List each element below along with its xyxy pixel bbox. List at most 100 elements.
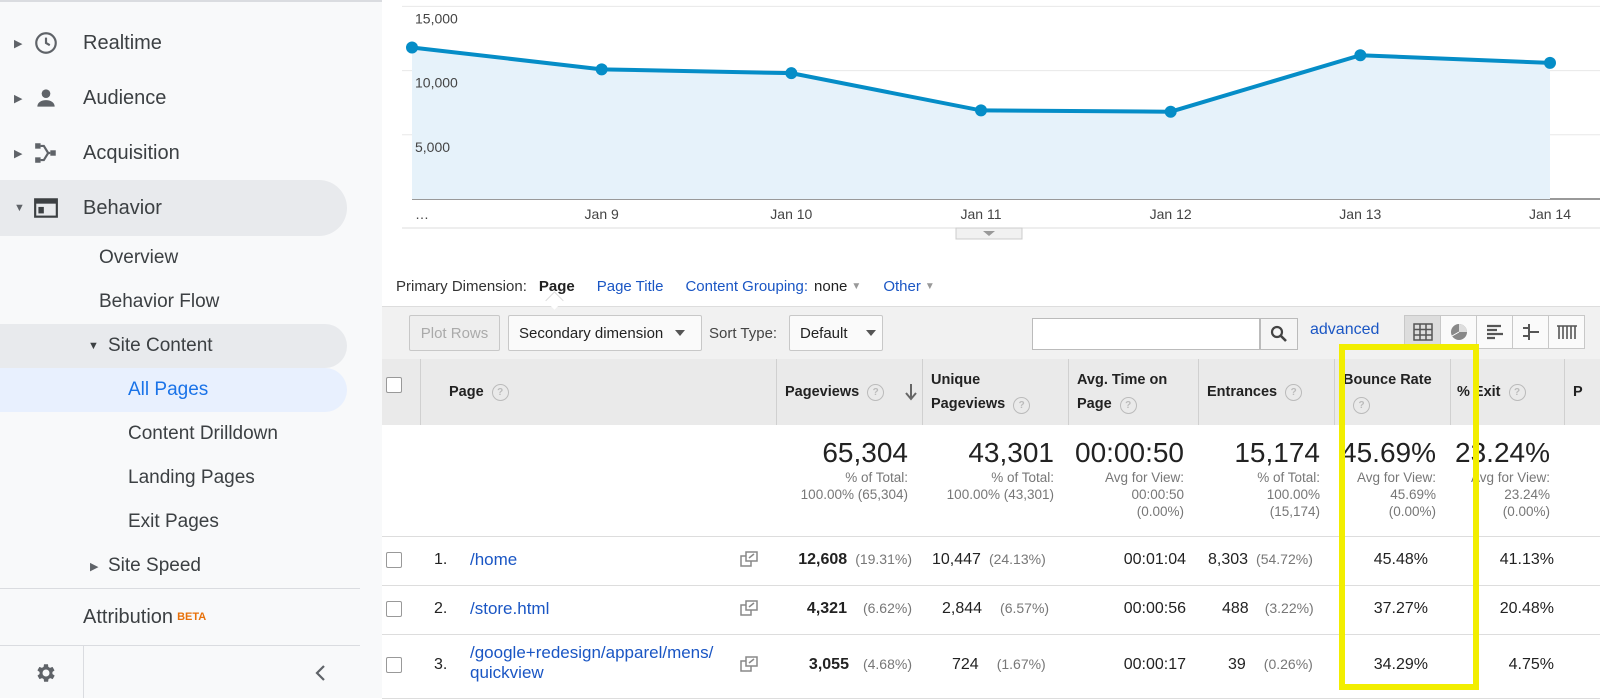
chevron-down-icon[interactable]: ▼ — [851, 280, 862, 292]
comparison-view-button[interactable] — [1512, 315, 1549, 349]
sort-type-dropdown[interactable]: Default — [789, 315, 883, 351]
total-caption: 100.00% — [1266, 487, 1320, 502]
column-header-exit[interactable]: % Exit? — [1450, 359, 1564, 425]
help-icon[interactable]: ? — [491, 383, 509, 401]
sidebar-item-behavior-flow[interactable]: Behavior Flow — [99, 280, 219, 324]
total-caption: 45.69% — [1390, 487, 1436, 502]
behavior-icon — [34, 198, 58, 218]
column-header-label: Page — [449, 384, 484, 400]
sidebar-item-behavior[interactable]: ▼ Behavior — [0, 180, 347, 236]
help-icon[interactable]: ? — [1013, 397, 1031, 414]
secondary-dimension-dropdown[interactable]: Secondary dimension — [508, 315, 702, 351]
dimension-page-title-link[interactable]: Page Title — [596, 277, 664, 295]
chart-data-point[interactable] — [406, 41, 418, 54]
pageviews-percent: (19.31%) — [855, 551, 912, 567]
pivot-view-button[interactable] — [1548, 315, 1585, 349]
table-view-button[interactable] — [1404, 315, 1441, 349]
column-header-label: % Exit — [1457, 384, 1501, 400]
sidebar-item-content-drilldown[interactable]: Content Drilldown — [128, 412, 278, 456]
table-search-input[interactable] — [1032, 318, 1260, 350]
collapse-sidebar-icon[interactable] — [312, 663, 330, 683]
total-caption: % of Total: — [845, 470, 908, 485]
sidebar-item-label: Behavior Flow — [99, 291, 220, 312]
caret-right-icon: ▶ — [90, 560, 99, 573]
totals-row: 65,304 % of Total: 100.00% (65,304) 43,3… — [382, 425, 1600, 537]
exit-value: 4.75% — [1508, 656, 1554, 673]
chart-resize-handle[interactable] — [955, 227, 1023, 240]
column-header-bounce-rate[interactable]: Bounce Rate? — [1334, 359, 1450, 425]
help-icon[interactable]: ? — [1119, 397, 1137, 414]
x-tick-label: … — [415, 206, 429, 222]
sort-descending-icon[interactable] — [904, 383, 918, 401]
total-caption: Avg for View: — [1470, 470, 1550, 485]
search-button[interactable] — [1260, 318, 1298, 350]
plot-rows-label: Plot Rows — [420, 324, 489, 342]
bounce-rate-value: 37.27% — [1373, 600, 1428, 617]
open-external-icon[interactable] — [740, 656, 758, 672]
y-tick-label: 10,000 — [415, 75, 458, 91]
help-icon[interactable]: ? — [867, 383, 885, 401]
chart-data-point[interactable] — [1354, 49, 1367, 62]
pie-chart-icon — [1450, 324, 1467, 340]
sidebar-item-site-content[interactable]: ▼ Site Content — [0, 324, 347, 368]
sidebar-item-realtime[interactable]: ▶ Realtime — [0, 15, 347, 71]
performance-view-button[interactable] — [1476, 315, 1513, 349]
help-icon[interactable]: ? — [1285, 383, 1303, 401]
sidebar-item-landing-pages[interactable]: Landing Pages — [128, 456, 255, 500]
open-external-icon[interactable] — [740, 600, 758, 616]
sidebar-item-overview[interactable]: Overview — [99, 236, 178, 280]
chart-data-point[interactable] — [595, 63, 608, 76]
content-grouping-value[interactable]: none — [814, 277, 848, 295]
sidebar-item-audience[interactable]: ▶ Audience — [0, 70, 347, 126]
chevron-down-icon[interactable]: ▼ — [924, 280, 935, 292]
x-tick-label: Jan 10 — [770, 206, 812, 222]
sidebar-item-all-pages[interactable]: All Pages — [0, 368, 347, 412]
total-unique-pageviews: 43,301 % of Total: 100.00% (43,301) — [922, 437, 1068, 503]
column-header-pageviews[interactable]: Pageviews? — [776, 359, 922, 425]
sidebar-item-exit-pages[interactable]: Exit Pages — [128, 500, 219, 544]
help-icon[interactable]: ? — [1353, 397, 1370, 414]
select-all-checkbox[interactable] — [386, 377, 402, 393]
sidebar-item-acquisition[interactable]: ▶ Acquisition — [0, 125, 347, 181]
caret-down-icon: ▼ — [88, 340, 99, 352]
column-header-page[interactable]: Page? — [420, 359, 776, 425]
dimension-page[interactable]: Page — [538, 277, 575, 295]
total-caption: (0.00%) — [1136, 504, 1184, 519]
total-exit: 23.24% Avg for View: 23.24% (0.00%) — [1450, 437, 1564, 520]
sort-type-value: Default — [800, 324, 848, 342]
chart-data-point[interactable] — [785, 67, 798, 80]
help-icon[interactable]: ? — [1508, 383, 1526, 401]
row-checkbox[interactable] — [386, 552, 402, 568]
column-header-next[interactable]: P — [1564, 359, 1600, 425]
chart-data-point[interactable] — [975, 104, 987, 117]
chart-data-point[interactable] — [1164, 105, 1177, 118]
dimension-other-link[interactable]: Other — [883, 277, 921, 295]
entrances-percent: (54.72%) — [1256, 551, 1313, 567]
advanced-filter-link[interactable]: advanced — [1310, 321, 1380, 338]
footer-divider — [83, 646, 84, 698]
sidebar-item-site-speed[interactable]: ▶ Site Speed — [0, 544, 347, 588]
entrances-percent: (0.26%) — [1263, 656, 1313, 672]
bounce-rate-value: 45.48% — [1373, 551, 1428, 568]
total-value: 65,304 — [822, 437, 908, 468]
column-header-avg-time[interactable]: Avg. Time on Page? — [1068, 359, 1198, 425]
page-link[interactable]: /google+redesign/apparel/mens/quickview — [470, 643, 713, 683]
plot-rows-button[interactable]: Plot Rows — [409, 315, 500, 351]
gear-icon[interactable] — [33, 661, 57, 685]
pie-view-button[interactable] — [1440, 315, 1477, 349]
x-tick-label: Jan 11 — [961, 206, 1002, 222]
page-link[interactable]: /store.html — [470, 599, 550, 618]
caret-right-icon: ▶ — [14, 37, 23, 50]
sidebar-item-attribution[interactable]: Attribution BETA — [83, 595, 206, 639]
column-header-entrances[interactable]: Entrances? — [1198, 359, 1334, 425]
row-checkbox[interactable] — [386, 657, 402, 673]
column-header-unique-pageviews[interactable]: Unique Pageviews? — [922, 359, 1068, 425]
row-checkbox[interactable] — [386, 601, 402, 617]
open-external-icon[interactable] — [740, 551, 758, 567]
content-grouping-link[interactable]: Content Grouping: — [685, 277, 809, 295]
column-header-label: Pageviews — [785, 384, 860, 400]
page-link[interactable]: /home — [470, 550, 518, 569]
sidebar-item-label: Site Content — [108, 335, 213, 356]
chart-data-point[interactable] — [1544, 56, 1556, 69]
sidebar-item-label: Attribution — [83, 605, 174, 628]
